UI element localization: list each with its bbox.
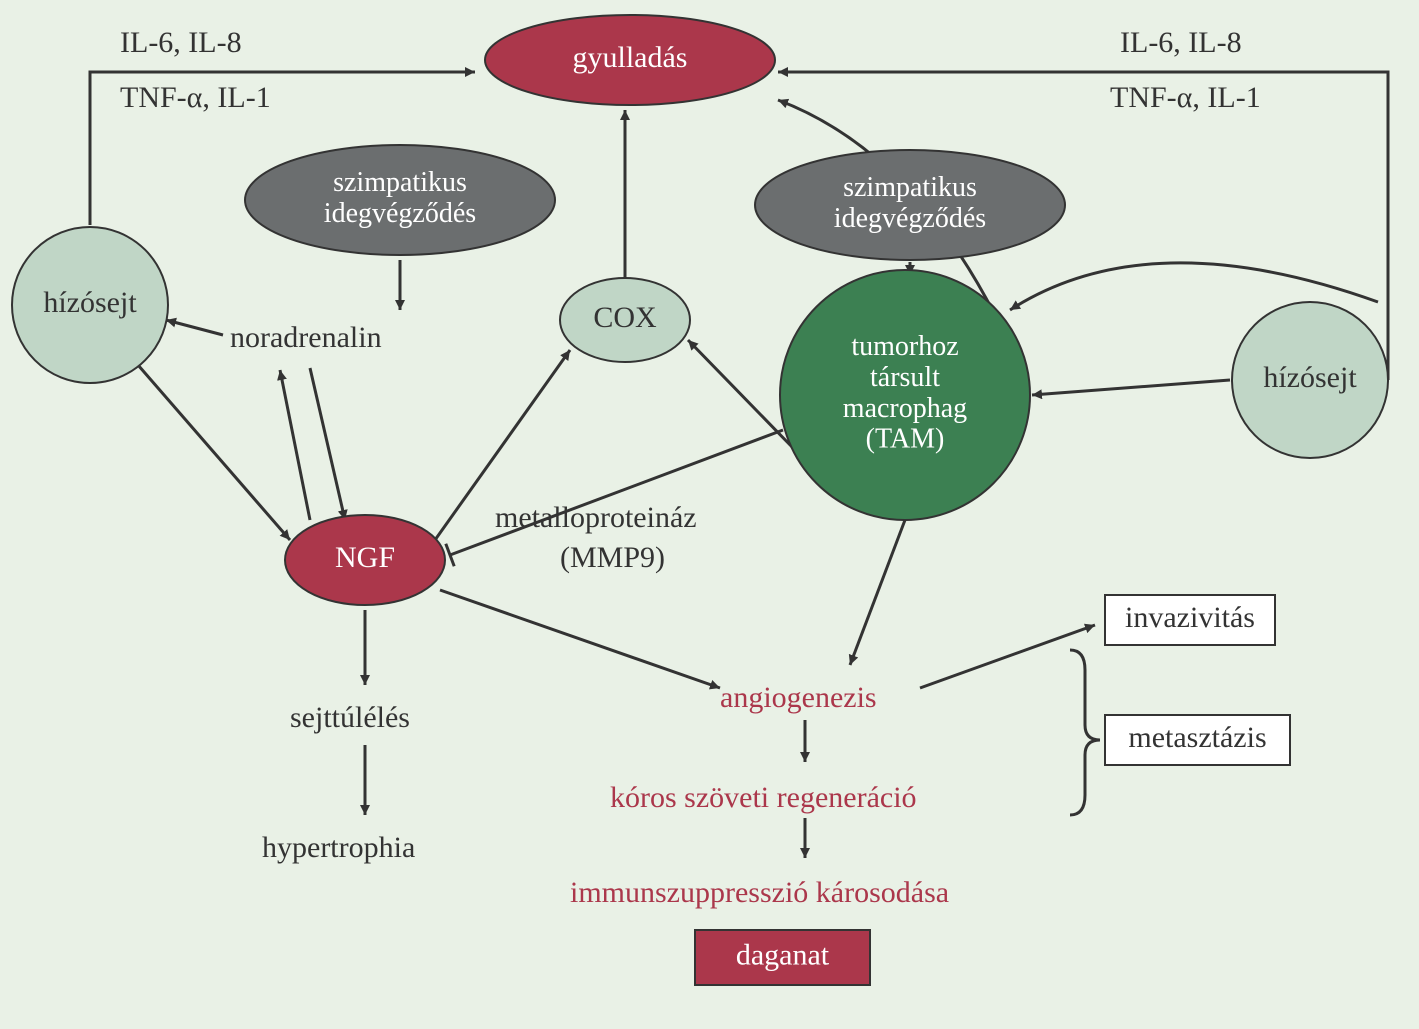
node-label: hízósejt (1263, 361, 1357, 394)
label-text: sejttúlélés (290, 701, 410, 734)
label-text: TNF-α, IL-1 (1110, 81, 1261, 114)
node-label: NGF (335, 541, 395, 574)
label-text: hypertrophia (262, 831, 415, 864)
label-text: metalloproteináz (495, 501, 697, 534)
label-text: TNF-α, IL-1 (120, 81, 271, 114)
node-label: idegvégződés (324, 198, 476, 229)
node-label: COX (593, 301, 657, 334)
box-label: invazivitás (1125, 601, 1255, 634)
red-text: immunszuppresszió károsodása (570, 876, 949, 909)
node-label: tumorhoz (851, 331, 958, 362)
box-label: metasztázis (1128, 721, 1266, 754)
label-text: IL-6, IL-8 (120, 26, 242, 59)
red-text: angiogenezis (720, 681, 877, 714)
node-label: gyulladás (573, 41, 688, 74)
label-text: IL-6, IL-8 (1120, 26, 1242, 59)
node-label: szimpatikus (843, 172, 977, 203)
red-text: kóros szöveti regeneráció (610, 781, 917, 814)
node-label: macrophag (843, 393, 967, 424)
node-label: (TAM) (866, 424, 945, 455)
label-text: (MMP9) (560, 541, 665, 574)
node-label: hízósejt (43, 286, 137, 319)
node-label: társult (870, 362, 940, 393)
node-label: szimpatikus (333, 167, 467, 198)
label-text: noradrenalin (230, 321, 382, 354)
box-label: daganat (736, 938, 830, 971)
node-label: idegvégződés (834, 203, 986, 234)
